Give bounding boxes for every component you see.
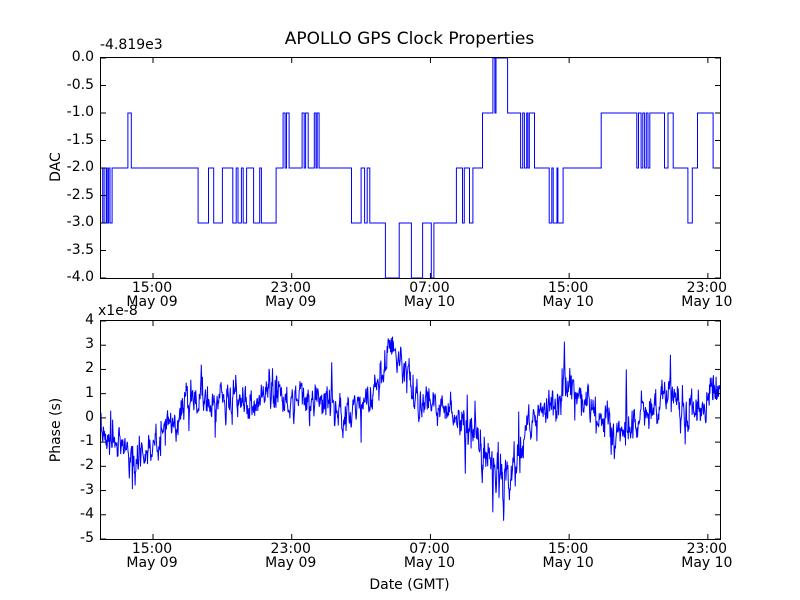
phase-plot-area <box>101 321 720 539</box>
xtick-label-time-bottom: 07:00 <box>409 541 450 557</box>
xtick-label-time-top: 23:00 <box>270 280 311 296</box>
xtick-label-date-top: May 10 <box>403 294 456 310</box>
xtick-label-date-top: May 10 <box>542 294 594 310</box>
phase-ytick-label: -4 <box>80 505 94 522</box>
x-axis-label: Date (GMT) <box>369 577 450 593</box>
xtick-label-date-bottom: May 10 <box>681 555 733 571</box>
xtick-label-date-top: May 09 <box>265 294 317 310</box>
dac-ytick-label: 0.0 <box>71 49 94 65</box>
bottom-axis-scale-label: x1e-8 <box>98 303 138 319</box>
phase-ytick-label: 3 <box>85 336 94 353</box>
xtick-label-date-bottom: May 09 <box>265 555 317 571</box>
phase-ytick-label: -2 <box>80 457 94 474</box>
dac-ytick-label: -2.5 <box>66 186 94 203</box>
dac-ytick-label: -1.5 <box>66 131 94 148</box>
xtick-label-date-bottom: May 10 <box>403 555 456 571</box>
chart-title: APOLLO GPS Clock Properties <box>284 29 535 49</box>
xtick-label-date-bottom: May 10 <box>542 555 594 571</box>
dac-ytick-label: -3.0 <box>66 214 94 230</box>
xtick-label-time-top: 23:00 <box>686 280 728 296</box>
dac-ytick-label: -2.0 <box>66 159 94 175</box>
phase-y-axis-label: Phase (s) <box>48 397 64 463</box>
dac-ytick-label: -0.5 <box>66 76 94 93</box>
xtick-label-time-top: 15:00 <box>131 280 173 296</box>
phase-ytick-label: -5 <box>80 530 94 546</box>
dac-plot-area <box>101 58 720 278</box>
xtick-label-date-bottom: May 09 <box>126 555 178 571</box>
phase-ytick-label: -3 <box>80 481 94 498</box>
top-axis-offset-label: -4.819e3 <box>100 37 163 53</box>
xtick-label-date-top: May 10 <box>681 294 733 310</box>
phase-ytick-label: 2 <box>85 360 94 377</box>
xtick-label-time-top: 15:00 <box>547 280 589 296</box>
dac-ytick-label: -1.0 <box>66 104 94 120</box>
dac-trace <box>101 58 720 278</box>
xtick-label-time-bottom: 15:00 <box>131 541 173 557</box>
xtick-label-time-top: 07:00 <box>409 280 450 296</box>
xtick-label-date-top: May 09 <box>126 294 178 310</box>
phase-trace <box>101 336 720 521</box>
phase-ytick-label: 0 <box>85 408 94 425</box>
dac-axes <box>100 57 721 279</box>
xtick-label-time-bottom: 15:00 <box>547 541 589 557</box>
xtick-label-time-bottom: 23:00 <box>686 541 728 557</box>
dac-ytick-label: -3.5 <box>66 241 94 258</box>
xtick-label-time-bottom: 23:00 <box>270 541 311 557</box>
dac-ytick-label: -4.0 <box>66 269 94 285</box>
phase-ytick-label: -1 <box>80 433 94 450</box>
phase-ytick-label: 4 <box>85 312 94 328</box>
phase-ytick-label: 1 <box>85 384 94 401</box>
phase-axes <box>100 320 721 540</box>
